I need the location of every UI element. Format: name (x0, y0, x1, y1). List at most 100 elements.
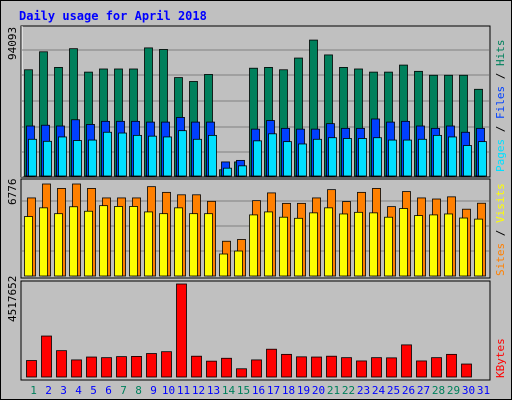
day-label-11: 11 (177, 384, 190, 397)
day-axis: 1 2 3 4 5 6 7 8 9 10 11 12 13 14 15 16 17 18 19 20 21 22 23 24 2… (30, 384, 490, 397)
kbytes-bar-day-23 (356, 360, 367, 378)
day-label-26: 26 (402, 384, 415, 397)
day-label-3: 3 (60, 384, 67, 397)
svg-text:KBytes: KBytes (494, 338, 507, 378)
day-label-4: 4 (75, 384, 82, 397)
day-label-30: 30 (462, 384, 475, 397)
day-label-10: 10 (162, 384, 175, 397)
kbytes-bar-day-13 (206, 360, 217, 378)
kbytes-bar-day-16 (251, 359, 262, 378)
visits-bar-day-12 (189, 213, 198, 277)
hits-max-label: 94093 (6, 27, 19, 60)
visits-bar-day-31 (474, 218, 483, 277)
kbytes-bar-day-7 (116, 356, 127, 378)
pages-bar-day-5 (88, 139, 97, 177)
pages-bar-day-7 (118, 132, 127, 177)
pages-bar-day-4 (73, 140, 82, 177)
kbytes-bar-day-2 (41, 335, 52, 378)
kbytes-bar-day-17 (266, 348, 277, 378)
visits-max-label: 6776 (6, 179, 19, 206)
pages-bar-day-29 (448, 136, 457, 177)
day-label-17: 17 (267, 384, 280, 397)
kbytes-bar-day-14 (221, 357, 232, 378)
kbytes-bar-day-30 (461, 363, 472, 378)
day-label-13: 13 (207, 384, 220, 397)
day-label-23: 23 (357, 384, 370, 397)
kbytes-bar-day-25 (386, 357, 397, 378)
day-label-8: 8 (135, 384, 142, 397)
pages-bar-day-14 (223, 167, 232, 177)
svg-text:Pages / Files / Hits: Pages / Files / Hits (494, 40, 507, 173)
day-label-2: 2 (45, 384, 52, 397)
pages-bar-day-19 (298, 143, 307, 177)
day-label-31: 31 (477, 384, 490, 397)
pages-bar-day-13 (208, 134, 217, 177)
day-label-27: 27 (417, 384, 430, 397)
pages-bar-day-23 (358, 138, 367, 177)
kbytes-bar-day-26 (401, 344, 412, 378)
visits-sites-bars (24, 183, 486, 277)
pages-bar-day-1 (28, 138, 37, 177)
day-label-18: 18 (282, 384, 295, 397)
pages-bar-day-27 (418, 138, 427, 177)
kbytes-bar-day-18 (281, 353, 292, 378)
kbytes-bar-day-28 (431, 357, 442, 378)
visits-bar-day-6 (99, 205, 108, 277)
day-label-21: 21 (327, 384, 340, 397)
pages-bar-day-31 (478, 141, 487, 177)
pages-bar-day-12 (193, 138, 202, 177)
visits-bar-day-11 (174, 207, 183, 277)
kbytes-bar-day-11 (176, 283, 187, 378)
visits-bar-day-28 (429, 214, 438, 277)
pages-bar-day-6 (103, 131, 112, 177)
visits-bar-day-16 (249, 214, 258, 277)
kbytes-bar-day-8 (131, 356, 142, 378)
visits-bar-day-20 (309, 212, 318, 277)
pages-bar-day-22 (343, 138, 352, 177)
day-label-1: 1 (30, 384, 37, 397)
visits-bar-day-9 (144, 211, 153, 277)
pages-bar-day-2 (43, 140, 52, 177)
legend-kbytes-label: KBytes (494, 338, 507, 378)
kbytes-max-label: 4517652 (6, 276, 19, 322)
day-label-7: 7 (120, 384, 127, 397)
day-label-12: 12 (192, 384, 205, 397)
legend-files: Files (494, 86, 507, 119)
day-label-16: 16 (252, 384, 265, 397)
visits-bar-day-13 (204, 213, 213, 277)
day-label-6: 6 (105, 384, 112, 397)
visits-bar-day-3 (54, 213, 63, 277)
kbytes-bar-day-6 (101, 357, 112, 378)
kbytes-bar-day-3 (56, 350, 67, 378)
pages-bar-day-11 (178, 130, 187, 177)
visits-bar-day-8 (129, 206, 138, 277)
pages-bar-day-3 (58, 136, 67, 177)
day-label-9: 9 (150, 384, 157, 397)
visits-bar-day-4 (69, 206, 78, 277)
visits-bar-day-26 (399, 208, 408, 277)
kbytes-bar-day-1 (26, 360, 37, 378)
kbytes-bar-day-5 (86, 356, 97, 378)
legend-visits-label: Visits (494, 183, 507, 223)
legend-hits: Pages / Files / Hits (494, 40, 507, 173)
visits-bar-day-30 (459, 217, 468, 277)
kbytes-bar-day-29 (446, 353, 457, 378)
kbytes-bar-day-4 (71, 359, 82, 378)
day-label-25: 25 (387, 384, 400, 397)
kbytes-bar-day-10 (161, 351, 172, 378)
legend-kbytes: KBytes (494, 338, 507, 378)
kbytes-bar-day-19 (296, 356, 307, 378)
pages-bar-day-17 (268, 133, 277, 177)
visits-bar-day-21 (324, 207, 333, 277)
kbytes-bar-day-22 (341, 357, 352, 378)
visits-bar-day-17 (264, 211, 273, 277)
visits-bar-day-7 (114, 206, 123, 277)
kbytes-bar-day-27 (416, 360, 427, 378)
pages-bar-day-25 (388, 139, 397, 177)
day-label-19: 19 (297, 384, 310, 397)
day-label-28: 28 (432, 384, 445, 397)
kbytes-bar-day-24 (371, 357, 382, 378)
visits-bar-day-18 (279, 216, 288, 277)
hits-files-pages-bars (24, 39, 487, 177)
